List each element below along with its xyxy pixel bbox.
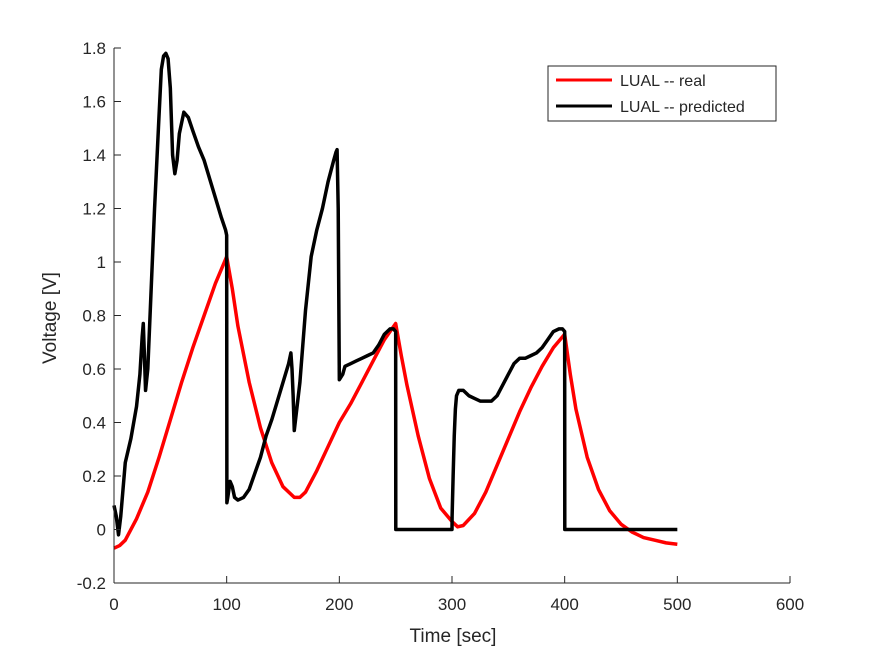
y-tick-label: 1.6 — [82, 93, 106, 112]
y-tick-label: -0.2 — [77, 574, 106, 593]
legend-box — [547, 65, 777, 122]
x-tick-label: 300 — [438, 595, 466, 614]
x-tick-label: 200 — [325, 595, 353, 614]
legend: LUAL -- real LUAL -- predicted — [547, 65, 777, 122]
y-axis-label: Voltage [V] — [40, 272, 61, 364]
legend-label-real: LUAL -- real — [620, 73, 706, 90]
series-line-1 — [112, 51, 678, 537]
x-axis-label: Time [sec] — [410, 626, 497, 647]
x-tick-label: 0 — [109, 595, 118, 614]
y-tick-label: 0.2 — [82, 467, 106, 486]
y-tick-label: 0.4 — [82, 414, 106, 433]
series-line-0 — [113, 254, 678, 550]
legend-label-predicted: LUAL -- predicted — [620, 99, 745, 116]
y-tick-label: 1.4 — [82, 146, 106, 165]
y-tick-label: 1.8 — [82, 39, 106, 58]
y-tick-label: 0 — [97, 521, 106, 540]
series-layer — [112, 51, 678, 550]
y-tick-label: 1.2 — [82, 200, 106, 219]
x-tick-label: 400 — [550, 595, 578, 614]
axes-layer: 0 100 200 300 400 500 600-0.200.20.40.60.811.2… — [77, 39, 804, 614]
y-tick-label: 0.6 — [82, 360, 106, 379]
x-tick-label: 500 — [663, 595, 691, 614]
x-tick-label: 600 — [776, 595, 804, 614]
y-tick-label: 0.8 — [82, 307, 106, 326]
x-tick-label: 100 — [212, 595, 240, 614]
y-tick-label: 1 — [97, 253, 106, 272]
